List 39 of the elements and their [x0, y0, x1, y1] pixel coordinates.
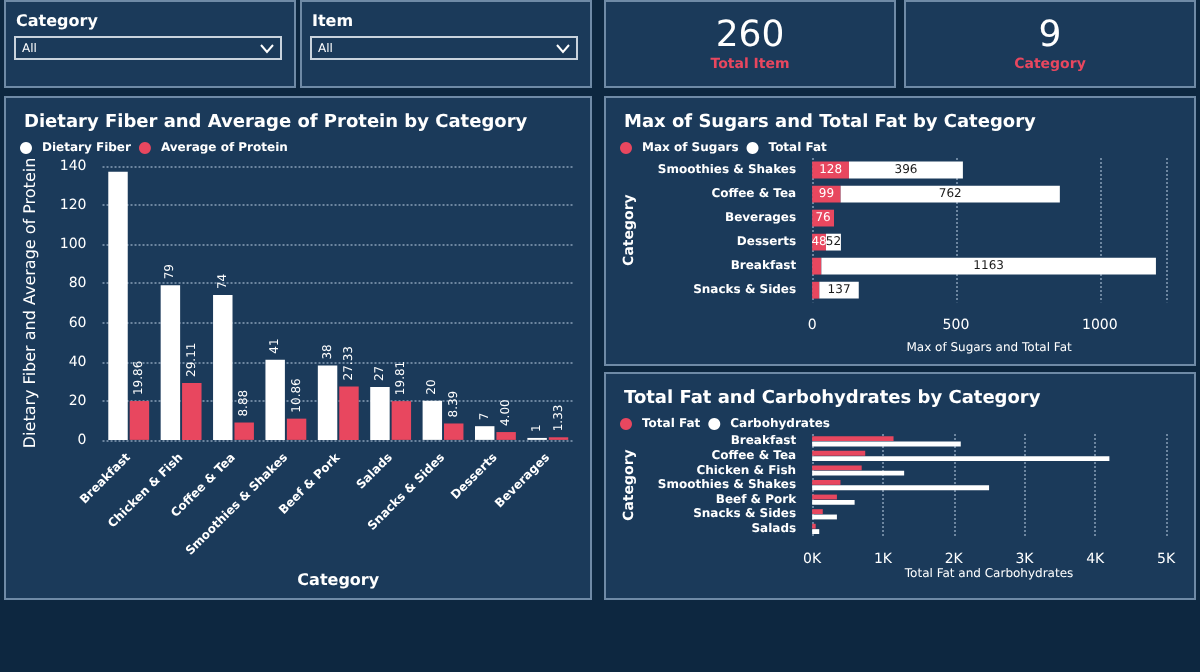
x-axis-title: Category — [297, 571, 381, 589]
bar — [496, 432, 516, 440]
bar — [812, 485, 990, 491]
text: Item — [312, 12, 356, 30]
bar — [129, 401, 150, 440]
bar — [812, 499, 855, 505]
text: Category — [16, 12, 100, 30]
bar — [812, 281, 820, 299]
bar — [234, 422, 254, 440]
bar — [108, 171, 128, 440]
bar — [812, 450, 866, 456]
bar — [422, 400, 443, 440]
bar — [317, 365, 338, 440]
bar — [812, 436, 894, 442]
chart-title: Max of Sugars and Total Fat by Category — [624, 113, 1037, 133]
bar — [182, 382, 202, 440]
bar — [213, 295, 233, 440]
bar — [391, 401, 412, 440]
bar — [339, 386, 359, 440]
bar — [160, 285, 181, 440]
bar — [812, 529, 820, 535]
bar — [474, 426, 495, 440]
text: 9 — [1038, 14, 1062, 56]
bar — [812, 479, 841, 485]
bar — [812, 456, 1110, 462]
bar — [812, 257, 822, 275]
bar — [286, 418, 307, 440]
y-axis-title: Dietary Fiber and Average of Protein — [21, 157, 39, 449]
bar — [444, 423, 464, 440]
bar — [812, 470, 905, 476]
bar — [840, 185, 1060, 203]
bar — [812, 509, 823, 515]
text: 260 — [715, 14, 785, 56]
bar — [370, 387, 390, 440]
bar — [821, 257, 1156, 275]
bar — [265, 359, 285, 440]
chart-title: Dietary Fiber and Average of Protein by Category — [24, 113, 528, 133]
chart-title: Total Fat and Carbohydrates by Category — [624, 389, 1041, 409]
bar — [812, 465, 862, 471]
